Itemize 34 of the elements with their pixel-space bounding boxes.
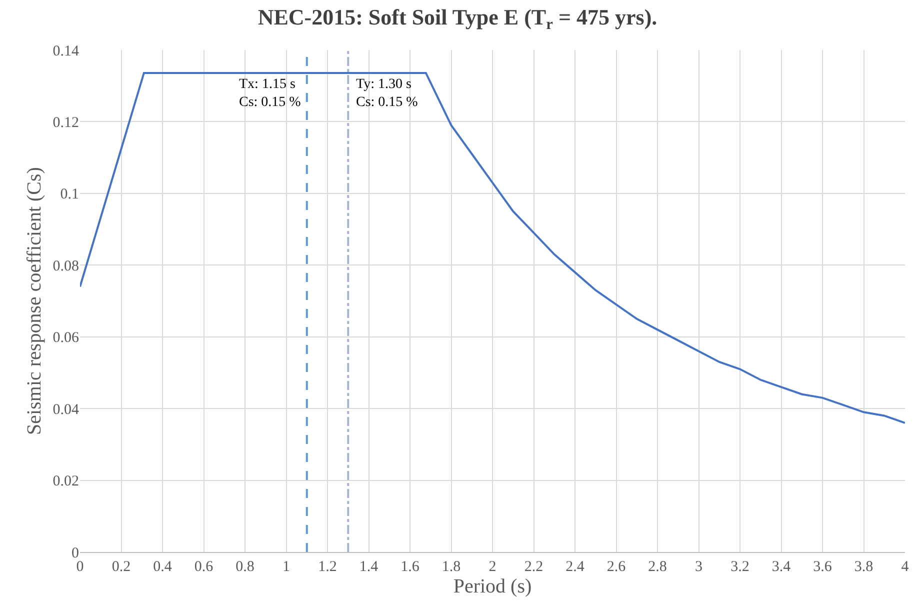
x-tick-label: 1.4 [359, 559, 379, 575]
x-tick-label: 3.6 [813, 559, 832, 575]
x-tick-label: 2.8 [648, 559, 667, 575]
x-axis-title: Period (s) [453, 576, 532, 598]
x-tick-label: 0.4 [153, 559, 172, 575]
x-tick-label: 2 [488, 559, 496, 575]
y-axis-title: Seismic response coefficient (Cs) [23, 167, 46, 435]
x-tick-label: 3.4 [772, 559, 792, 575]
x-tick-label: 0.8 [236, 559, 254, 575]
x-tick-label: 1.8 [442, 559, 461, 575]
x-tick-label: 1.2 [318, 559, 337, 575]
y-tick-label: 0.06 [52, 330, 80, 346]
x-tick-label: 2.6 [606, 559, 626, 575]
x-tick-label: 3.8 [854, 559, 874, 575]
x-tick-label: 1 [282, 559, 290, 575]
annotation: Tx: 1.15 s Cs: 0.15 % [239, 77, 302, 110]
y-tick-label: 0.04 [52, 402, 80, 418]
line-series [80, 72, 905, 424]
annotation: Ty: 1.30 s Cs: 0.15 % [356, 77, 418, 110]
y-tick-label: 0.1 [60, 186, 79, 203]
x-tick-label: 1.6 [400, 559, 420, 575]
x-tick-label: 0.2 [112, 559, 131, 575]
x-tick-label: 3 [695, 559, 702, 575]
x-tick-label: 0.6 [194, 559, 214, 575]
x-tick-label: 2.4 [566, 559, 585, 575]
y-tick-label: 0.14 [52, 43, 80, 60]
chart-title: NEC-2015: Soft Soil Type E (T$_{r}$ = 475 yrs). [258, 4, 658, 34]
y-tick-label: 0.02 [52, 474, 79, 490]
y-tick-label: 0 [72, 545, 79, 562]
y-tick-label: 0.12 [52, 114, 79, 131]
y-tick-label: 0.08 [52, 258, 79, 274]
x-tick-label: 2.2 [524, 559, 544, 575]
x-tick-label: 4 [901, 559, 910, 575]
x-tick-label: 3.2 [730, 559, 750, 575]
